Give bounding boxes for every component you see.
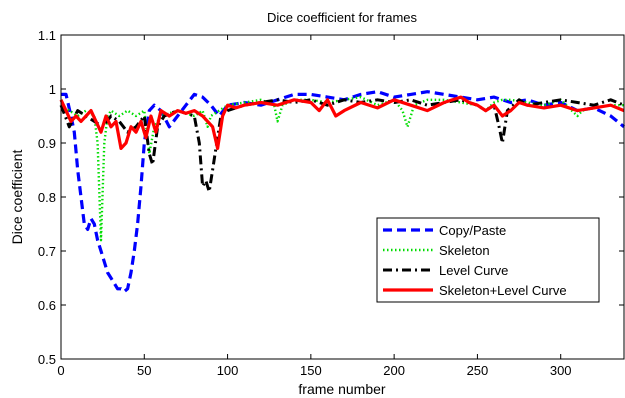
y-tick-label: 0.8 (38, 190, 56, 205)
series-line-2 (60, 95, 624, 242)
x-tick-label: 200 (383, 363, 405, 378)
axis-layer: 0 50 100 150 200 250 300 0.5 0.6 0.7 0.8 0.9 1 1.1 (38, 28, 624, 378)
x-tick-label: 0 (57, 363, 64, 378)
y-axis-label: Dice coefficient (9, 150, 25, 245)
chart-title: Dice coefficient for frames (267, 10, 418, 25)
x-tick-label: 250 (467, 363, 489, 378)
legend-label-2: Skeleton (439, 243, 490, 258)
y-tick-label: 0.6 (38, 298, 56, 313)
legend: Copy/Paste Skeleton Level Curve Skeleton+Le… (376, 217, 600, 303)
x-tick-label: 50 (137, 363, 151, 378)
legend-items: Copy/Paste Skeleton Level Curve Skeleton+Le… (383, 223, 567, 298)
series-line-4 (59, 95, 625, 150)
legend-label-3: Level Curve (439, 263, 508, 278)
y-tick-label: 1 (49, 82, 56, 97)
y-tick-label: 0.9 (38, 136, 56, 151)
x-tick-label: 100 (217, 363, 239, 378)
y-tick-label: 0.5 (38, 352, 56, 367)
legend-label-1: Copy/Paste (439, 223, 506, 238)
legend-label-4: Skeleton+Level Curve (439, 283, 567, 298)
y-tick-label: 0.7 (38, 244, 56, 259)
legend-box (376, 217, 600, 303)
x-axis-label: frame number (298, 381, 385, 397)
x-tick-label: 300 (550, 363, 572, 378)
series-layer (59, 90, 625, 294)
x-tick-label: 150 (300, 363, 322, 378)
y-tick-label: 1.1 (38, 28, 56, 43)
